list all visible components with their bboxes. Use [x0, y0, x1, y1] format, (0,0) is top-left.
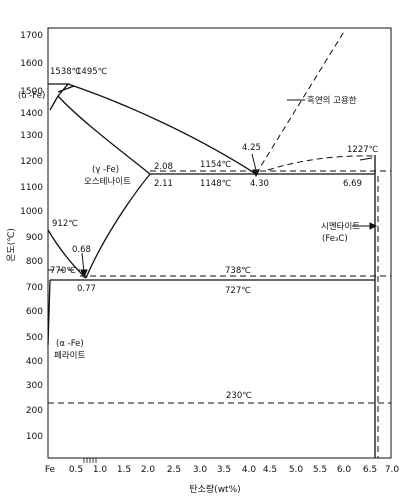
y-tick-1500: 1500 [20, 87, 43, 97]
y-tick-600: 600 [26, 307, 43, 317]
x-tick-1-0: 1.0 [93, 465, 108, 475]
dashed-lines [48, 29, 391, 458]
label-austenite: 오스테나이트 [84, 176, 131, 187]
x-tick-1-5: 1.5 [117, 465, 131, 475]
x-axis-label: 탄소량(wt%) [189, 483, 240, 495]
y-tick-300: 300 [26, 381, 43, 391]
y-tick-1100: 1100 [20, 183, 43, 193]
delta-region-line [48, 83, 70, 111]
x-tick-5-5: 5.5 [313, 465, 327, 475]
label-t1154: 1154℃ [200, 160, 232, 170]
label-t912: 912℃ [52, 219, 78, 229]
x-tick-2-5: 2.5 [167, 465, 181, 475]
arrows [80, 99, 378, 279]
label-c068: 0.68 [72, 245, 91, 255]
y-tick-900: 900 [26, 233, 43, 243]
y-tick-1300: 1300 [20, 131, 43, 141]
label-c430: 4.30 [250, 179, 269, 189]
label-c425: 4.25 [242, 143, 261, 153]
x-minor-ticks [83, 458, 97, 463]
x-tick-fe: Fe [45, 465, 56, 475]
graphite-dashed-line [255, 29, 346, 175]
label-t770: 770℃ [50, 266, 76, 276]
y-tick-500: 500 [26, 333, 43, 343]
y-tick-700: 700 [26, 283, 43, 293]
phase-lines [47, 83, 376, 458]
x-tick-7-0: 7.0 [385, 465, 400, 475]
y-tick-1600: 1600 [20, 59, 43, 69]
label-c077: 0.77 [77, 284, 96, 294]
acm-line [85, 173, 151, 279]
x-tick-3-5: 3.5 [217, 465, 231, 475]
x-tick-0-5: 0.5 [69, 465, 83, 475]
label-graphite-line: 흑연의 고용한 [307, 95, 357, 106]
label-c669: 6.69 [343, 179, 362, 189]
liquidus-line [67, 83, 257, 175]
y-ticks: 1700 1600 1500 1400 1300 1200 1100 1000 … [20, 31, 43, 442]
label-t1227: 1227℃ [347, 145, 379, 155]
y-axis-label: 온도(℃) [6, 228, 17, 262]
peritectic-line [57, 85, 75, 93]
label-t738: 738℃ [225, 266, 251, 276]
label-t230: 230℃ [226, 391, 252, 401]
x-tick-2-0: 2.0 [141, 465, 156, 475]
x-tick-3-0: 3.0 [193, 465, 208, 475]
y-tick-1700: 1700 [20, 31, 43, 41]
x-ticks: Fe 0.5 1.0 1.5 2.0 2.5 3.0 3.5 4.0 4.5 5… [45, 465, 400, 475]
y-tick-800: 800 [26, 257, 43, 267]
x-tick-5-0: 5.0 [289, 465, 304, 475]
x-tick-6-0: 6.0 [337, 465, 352, 475]
label-t727: 727℃ [225, 286, 251, 296]
label-c211: 2.11 [154, 179, 173, 189]
label-gamma-fe: (γ -Fe) [92, 165, 119, 175]
cementite-liquidus-dashed [267, 155, 376, 171]
y-tick-1000: 1000 [20, 207, 43, 217]
label-alpha-fe: (α -Fe) [56, 339, 84, 349]
x-tick-4-0: 4.0 [242, 465, 257, 475]
y-tick-1400: 1400 [20, 109, 43, 119]
x-tick-6-5: 6.5 [363, 465, 377, 475]
solidus-line [57, 95, 151, 175]
y-tick-1200: 1200 [20, 157, 43, 167]
y-tick-200: 200 [26, 406, 43, 416]
label-c208: 2.08 [154, 162, 173, 172]
label-cementite: 시멘타이트 [321, 221, 360, 232]
label-fe3c: (Fe₃C) [322, 234, 348, 244]
ferrite-solvus [47, 279, 51, 346]
label-ferrite: 페라이트 [54, 350, 85, 361]
label-t1148: 1148℃ [200, 179, 232, 189]
y-tick-400: 400 [26, 357, 43, 367]
label-t1538: 1538℃ [50, 67, 82, 77]
y-tick-100: 100 [26, 432, 43, 442]
x-tick-4-5: 4.5 [263, 465, 277, 475]
label-t1495: 1495℃ [76, 67, 108, 77]
label-delta-fe: (δ -Fe) [18, 91, 45, 101]
